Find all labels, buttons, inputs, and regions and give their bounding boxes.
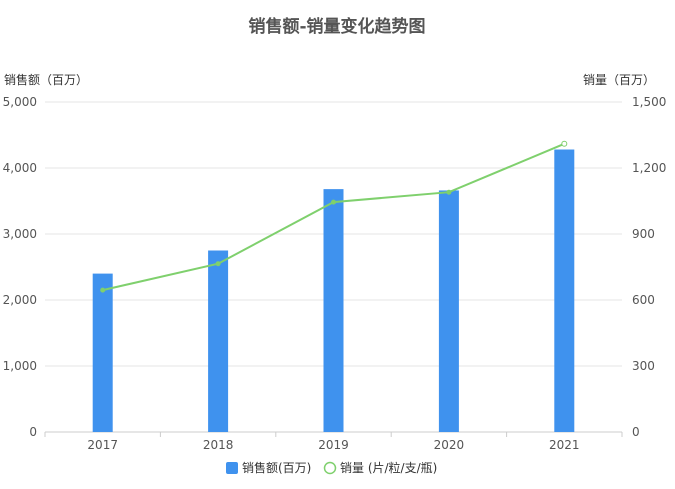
bar-2021[interactable] <box>554 149 575 432</box>
x-tick-label: 2021 <box>549 438 580 452</box>
line-point-2018[interactable] <box>215 261 221 267</box>
x-tick-label: 2018 <box>203 438 234 452</box>
x-tick-label: 2019 <box>318 438 349 452</box>
legend-label-volume: 销量 (片/粒/支/瓶) <box>340 460 437 475</box>
line-point-2021[interactable] <box>561 140 568 147</box>
bar-series <box>92 149 575 433</box>
left-axis-label: 销售额（百万） <box>4 72 88 87</box>
right-axis-label: 销量（百万） <box>583 73 655 87</box>
left-tick-label: 1,000 <box>3 359 37 373</box>
legend-item-sales[interactable]: 销售额(百万) <box>226 460 311 475</box>
line-point-2019[interactable] <box>331 199 336 205</box>
right-tick-label: 1,200 <box>632 161 666 175</box>
left-tick-label: 4,000 <box>3 161 37 175</box>
x-tick-label: 2017 <box>87 438 118 452</box>
bar-2018[interactable] <box>208 250 229 433</box>
line-series <box>100 140 568 293</box>
bar-2017[interactable] <box>92 273 113 432</box>
right-tick-label: 600 <box>632 293 655 307</box>
right-tick-label: 0 <box>632 425 640 439</box>
legend-line-swatch <box>323 461 337 475</box>
right-tick-label: 300 <box>632 359 655 373</box>
left-tick-label: 3,000 <box>3 227 37 241</box>
axes: 0 1,000 2,000 3,000 4,000 5,000 0 300 600 900 1,20… <box>3 95 667 452</box>
line-point-2020[interactable] <box>446 189 452 195</box>
line-point-2017[interactable] <box>100 287 106 293</box>
left-tick-label: 0 <box>29 425 37 439</box>
chart-title: 销售额-销量变化趋势图 <box>248 16 425 37</box>
legend-item-volume[interactable]: 销量 (片/粒/支/瓶) <box>323 460 438 475</box>
left-tick-label: 2,000 <box>3 293 37 307</box>
right-tick-label: 900 <box>632 227 655 241</box>
right-tick-label: 1,500 <box>632 95 666 109</box>
x-tick-label: 2020 <box>434 438 465 452</box>
legend[interactable]: 销售额(百万) 销量 (片/粒/支/瓶) <box>226 460 437 475</box>
bar-2019[interactable] <box>323 189 344 432</box>
left-tick-label: 5,000 <box>3 95 37 109</box>
legend-label-sales: 销售额(百万) <box>242 460 311 475</box>
bar-2020[interactable] <box>438 190 459 432</box>
legend-bar-swatch <box>226 462 238 474</box>
